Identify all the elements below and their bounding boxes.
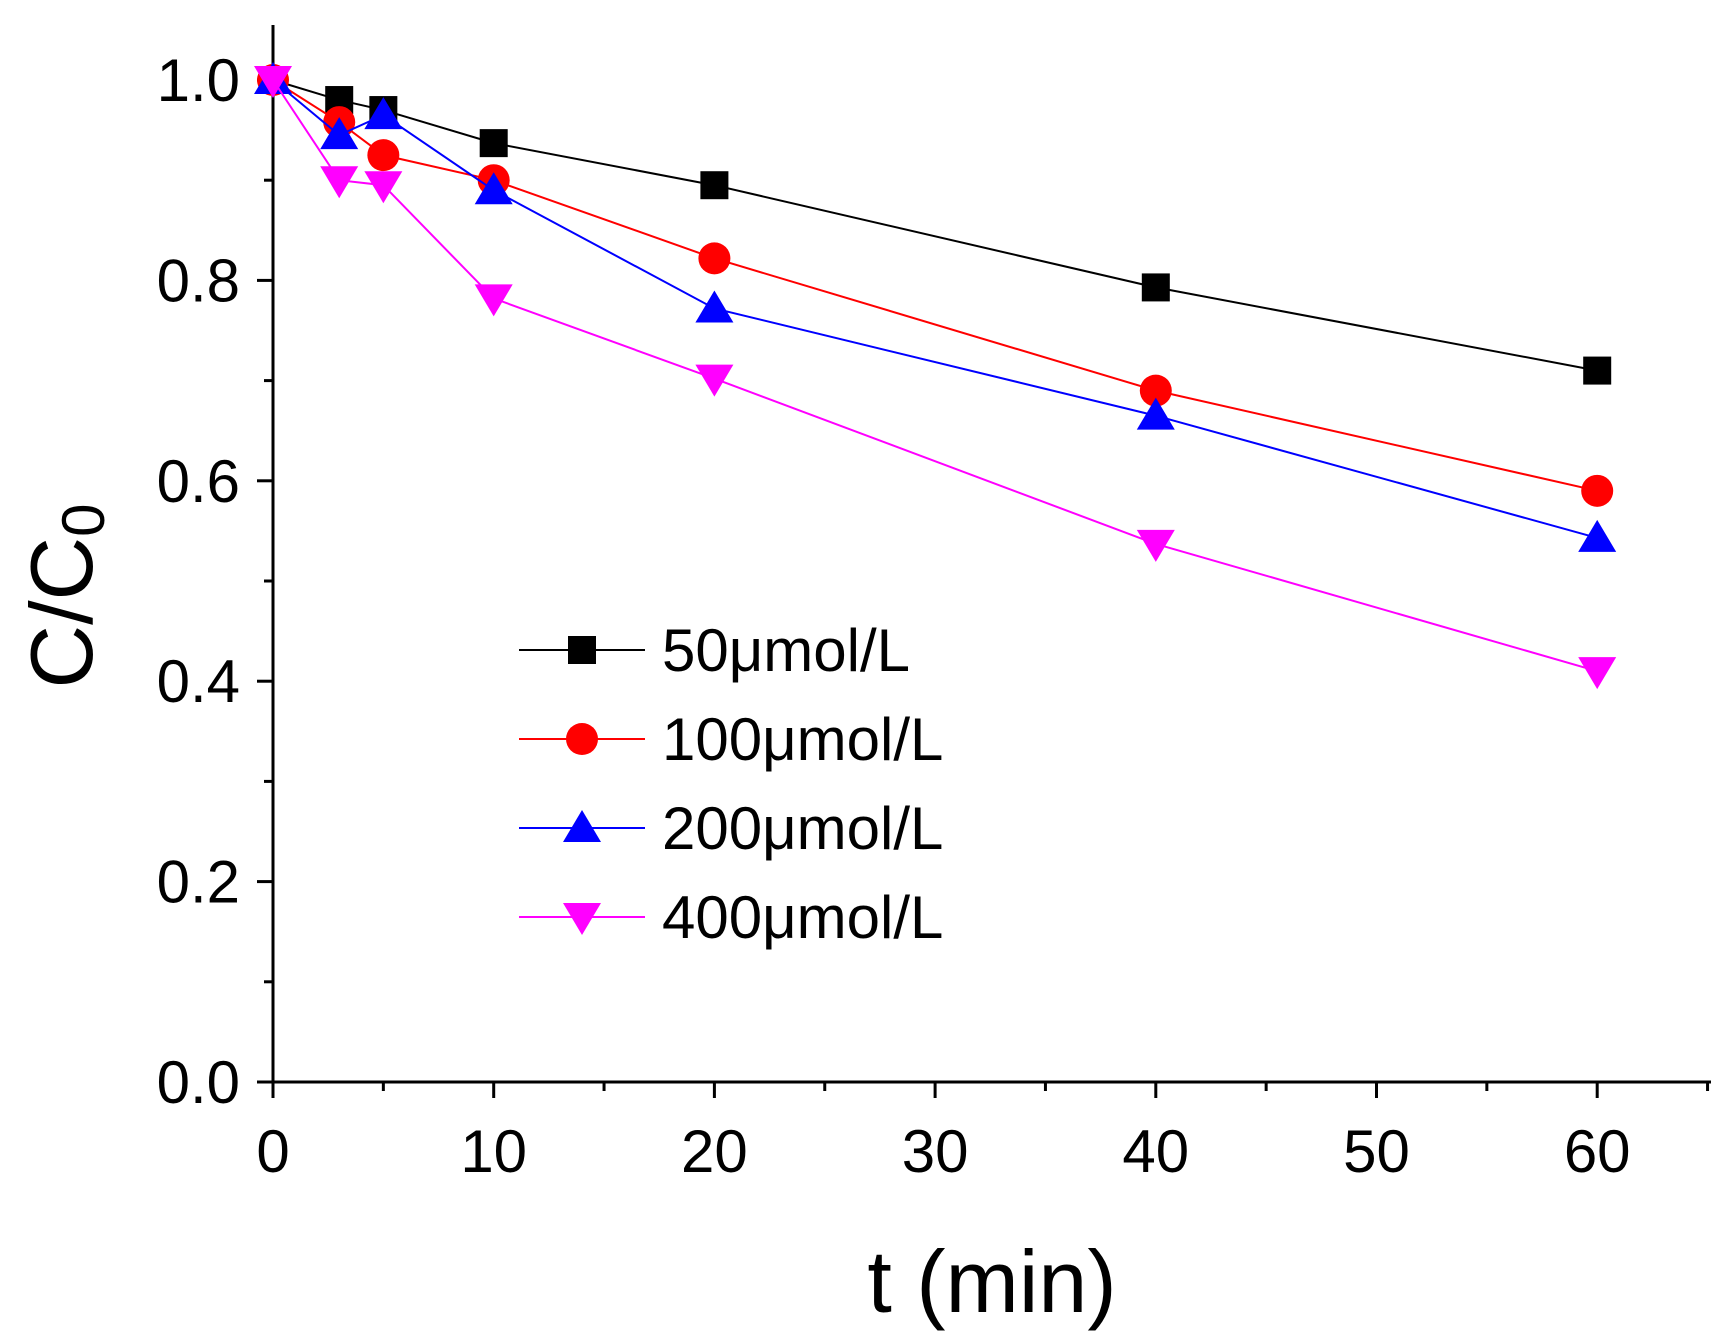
data-point-circle [367,139,400,172]
legend-entry: 400μmol/L [519,884,943,951]
data-point-circle [698,242,731,275]
legend: 50μmol/L 100μmol/L 200μmol/L 400μmol/L [519,617,943,951]
data-point-triangle-down [254,66,292,98]
data-point-triangle-down [474,284,513,317]
plot-area [254,62,1617,690]
y-tick-label: 0.2 [157,849,240,916]
x-axis-ticks: 0 10 20 30 40 50 60 [256,1082,1710,1185]
axes [271,25,1711,1084]
y-tick-label: 0.6 [157,448,240,515]
legend-entry: 50μmol/L [519,617,910,684]
data-point-triangle-up [563,810,601,842]
x-tick-label: 40 [1122,1118,1189,1185]
y-tick-label: 0.8 [157,247,240,314]
data-point-circle [1581,474,1614,507]
y-tick-label: 0.0 [157,1049,240,1116]
data-point-triangle-up [695,290,734,323]
data-point-triangle-down [320,166,359,199]
series-line [272,79,1598,372]
data-point-square [568,636,596,664]
data-point-square [700,171,729,200]
legend-label: 400μmol/L [662,884,943,951]
x-tick-label: 60 [1564,1118,1631,1185]
legend-entry: 100μmol/L [519,706,943,773]
data-point-triangle-up [474,172,513,205]
legend-label: 50μmol/L [662,617,910,684]
data-point-triangle-up [320,117,359,150]
data-point-triangle-down [1136,529,1175,562]
data-point-triangle-down [695,364,734,397]
y-axis-title-main: C/C [12,537,111,689]
series-line [272,79,1598,492]
legend-label: 200μmol/L [662,795,943,862]
data-point-triangle-down [364,171,403,204]
legend-label: 100μmol/L [662,706,943,773]
series-line [272,79,1598,539]
x-tick-label: 0 [256,1118,289,1185]
y-axis-title-subscript: 0 [50,504,117,537]
data-point-triangle-up [1578,519,1617,552]
y-tick-label: 1.0 [157,47,240,114]
data-point-triangle-down [563,903,601,935]
data-point-triangle-up [364,97,403,130]
series-group [254,66,1617,690]
x-tick-label: 50 [1343,1118,1410,1185]
series-group [257,64,1614,507]
y-axis-title: C/C0 [12,504,117,689]
data-point-triangle-up [1136,397,1175,430]
data-point-circle [1139,374,1172,407]
x-axis-title: t (min) [867,1232,1116,1331]
series-group [259,66,1612,385]
legend-entry: 200μmol/L [519,795,943,862]
data-point-square [1141,273,1170,302]
data-point-square [1583,356,1612,385]
series-line [272,79,1598,673]
y-axis-ticks: 0.0 0.2 0.4 0.6 0.8 1.0 [157,47,273,1116]
series-group [254,62,1617,552]
x-tick-label: 20 [681,1118,748,1185]
x-tick-label: 10 [460,1118,527,1185]
x-tick-label: 30 [902,1118,969,1185]
data-point-triangle-down [1578,657,1617,690]
data-point-circle [566,723,598,755]
data-point-square [479,129,508,158]
y-tick-label: 0.4 [157,648,240,715]
